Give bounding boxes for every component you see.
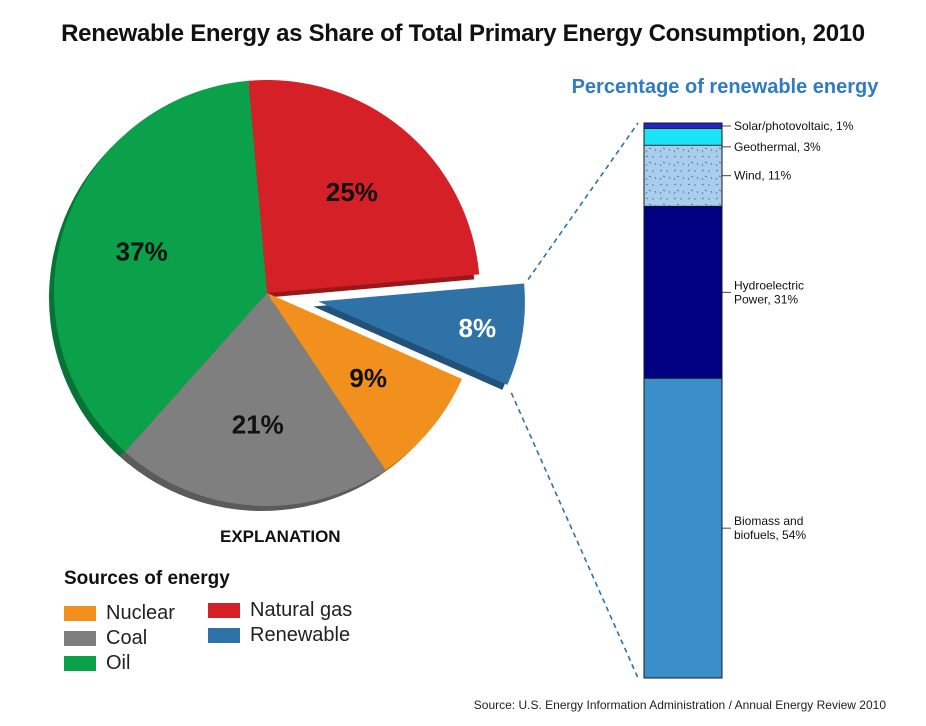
bar-segment-biomass-and-biofuels [643, 377, 723, 679]
pie-label-oil: 37% [116, 236, 168, 266]
pie-label-renewable: 8% [459, 313, 497, 343]
pie-label-coal: 21% [232, 410, 284, 440]
bar-segment-geothermal [643, 128, 723, 146]
legend-swatch-coal [64, 631, 96, 646]
stacked-bar-title: Percentage of renewable energy [571, 76, 879, 98]
legend-item-natural-gas: Natural gas [208, 599, 352, 622]
pie-slice-coal [125, 293, 386, 506]
bar-label-biomass-and-biofuels-line-2: biofuels, 54% [734, 528, 806, 542]
legend-label-oil: Oil [106, 652, 131, 674]
legend-item-renewable: Renewable [208, 624, 350, 647]
pie-label-nuclear: 9% [349, 363, 387, 393]
connector-line-top [527, 122, 639, 280]
bar-label-geothermal: Geothermal, 3% [734, 140, 821, 154]
legend-label-nuclear: Nuclear [106, 602, 175, 624]
legend-swatch-renewable [208, 628, 240, 643]
bar-segment-wind [643, 144, 723, 207]
pie-slice-natural-gas [248, 80, 480, 294]
bar-label-wind: Wind, 11% [734, 169, 791, 183]
bar-label-hydroelectric-power-line-1: Hydroelectric [734, 278, 804, 292]
legend-item-oil: Oil [64, 652, 130, 675]
source-note: Source: U.S. Energy Information Administ… [473, 698, 886, 712]
bar-label-biomass-and-biofuels-line-1: Biomass and [734, 514, 803, 528]
legend-swatch-nuclear [64, 606, 96, 621]
connector-lines [510, 122, 639, 679]
legend-label-natural-gas: Natural gas [250, 599, 353, 621]
legend-label-coal: Coal [106, 627, 148, 649]
connector-line-bottom [510, 392, 639, 679]
bar-label-solar-photovoltaic: Solar/photovoltaic, 1% [734, 119, 854, 133]
explanation-label: EXPLANATION [220, 527, 341, 546]
legend-swatch-oil [64, 656, 96, 671]
legend-title: Sources of energy [64, 568, 230, 589]
pie-slice-renewable [318, 283, 525, 385]
pie-label-natural-gas: 25% [326, 177, 378, 207]
legend-item-coal: Coal [64, 627, 147, 650]
legend-label-renewable: Renewable [250, 624, 351, 646]
pie-slice-nuclear [267, 293, 462, 470]
legend-item-nuclear: Nuclear [64, 602, 175, 625]
bar-border [643, 122, 723, 679]
legend-swatch-natural-gas [208, 603, 240, 618]
bar-label-hydroelectric-power-line-2: Power, 31% [734, 292, 798, 306]
bar-segment-hydroelectric-power [643, 205, 723, 379]
bar-segment-solar-photovoltaic [643, 122, 723, 129]
chart-title: Renewable Energy as Share of Total Prima… [61, 20, 865, 47]
pie-slice-oil [54, 80, 267, 452]
pie-chart: 25% 8% 9% 21% 37% [49, 80, 525, 511]
